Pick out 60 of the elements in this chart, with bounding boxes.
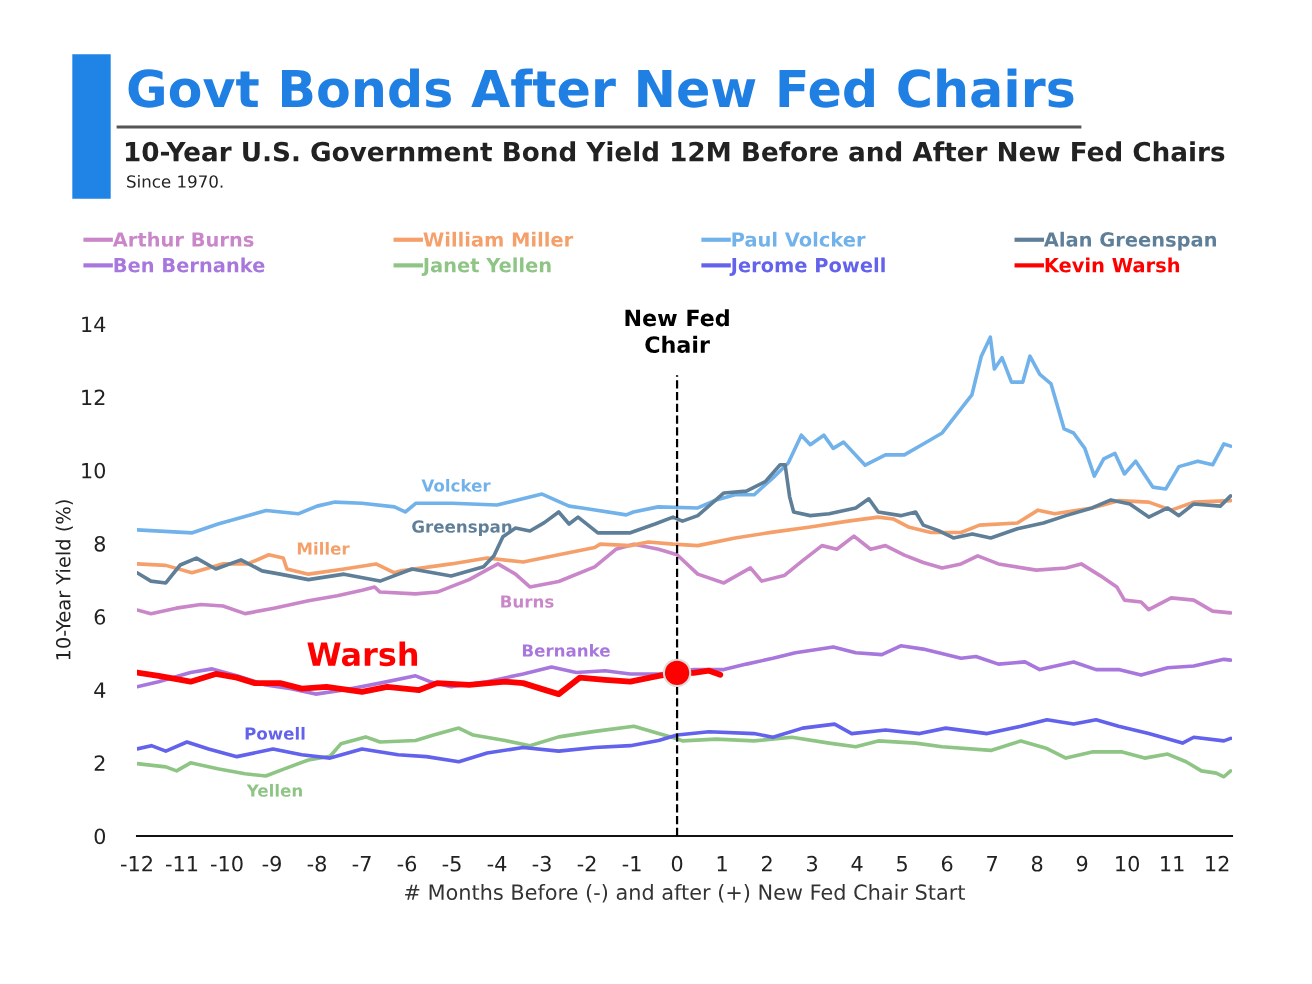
chart-title: Govt Bonds After New Fed Chairs: [128, 68, 1074, 108]
x-tick-label: -9: [262, 855, 281, 872]
x-tick-label: -7: [352, 856, 371, 872]
y-tick-label: 4: [94, 682, 106, 698]
x-tick-label: -5: [442, 856, 461, 872]
x-tick-label: 11: [1161, 856, 1184, 872]
annotation: Powell: [245, 726, 305, 740]
text: Since 1970.: [127, 174, 223, 188]
y-axis-title: 10-Year Yield (%): [55, 500, 73, 660]
legend-label: Jerome Powell: [729, 257, 885, 277]
x-tick-label: 1: [717, 856, 727, 872]
annotation: Warsh: [307, 641, 418, 667]
y-tick-label: 0: [94, 828, 106, 845]
y-tick-label: 10: [82, 462, 106, 479]
x-tick-label: -2: [577, 855, 596, 872]
line-series: [137, 534, 1232, 616]
legend-label: William Miller: [423, 231, 574, 247]
x-tick-label: 4: [851, 856, 863, 872]
x-tick-label: -3: [532, 855, 551, 872]
annotation: Greenspan: [412, 520, 512, 537]
legend-label: Alan Greenspan: [1043, 231, 1216, 251]
y-tick-label: 6: [94, 609, 106, 625]
chart-subtitle: 10-Year U.S. Government Bond Yield 12M Before and After New Fed Chairs: [125, 141, 1225, 162]
line-series: [137, 717, 1232, 764]
x-tick-label: 2: [761, 855, 772, 872]
legend-label: Arthur Burns: [112, 231, 254, 247]
line-series: [137, 335, 1232, 535]
x-tick-label: -1: [622, 856, 641, 872]
ref-line-label: New Fed Chair: [625, 309, 729, 353]
y-tick-label: 14: [82, 316, 106, 332]
legend-label: Kevin Warsh: [1045, 257, 1180, 273]
x-tick-label: 3: [807, 855, 818, 872]
annotation: Bernanke: [522, 643, 610, 657]
x-tick-label: -6: [397, 855, 417, 872]
annotation: Yellen: [246, 783, 302, 797]
x-tick-label: 9: [1076, 855, 1088, 872]
x-tick-label: 7: [987, 856, 997, 872]
x-tick-label: 8: [1031, 855, 1043, 872]
annotation: Burns: [501, 595, 554, 608]
x-tick-label: 6: [941, 855, 953, 872]
line-series: [137, 724, 1232, 779]
legend-label: Paul Volcker: [732, 231, 866, 247]
x-tick-label: -11: [166, 856, 198, 872]
x-tick-label: -8: [307, 855, 326, 872]
x-tick-label: 12: [1206, 855, 1229, 872]
line-series: [137, 462, 1232, 585]
legend-label: Ben Bernanke: [114, 257, 265, 273]
x-tick-label: -10: [211, 855, 243, 872]
x-tick-label: 5: [897, 856, 907, 872]
x-axis-title: # Months Before (-) and after (+) New Fed Chair Start: [405, 883, 965, 903]
y-tick-label: 8: [94, 535, 106, 552]
y-tick-label: 12: [82, 389, 105, 406]
x-tick-label: 0: [671, 855, 683, 872]
x-tick-label: 10: [1116, 855, 1140, 872]
legend-label: Janet Yellen: [421, 257, 551, 277]
x-tick-label: -12: [121, 855, 152, 872]
x-tick-label: -4: [487, 856, 507, 872]
y-tick-label: 2: [94, 755, 105, 771]
annotation: Miller: [297, 541, 350, 555]
annotation: Volcker: [421, 478, 491, 492]
